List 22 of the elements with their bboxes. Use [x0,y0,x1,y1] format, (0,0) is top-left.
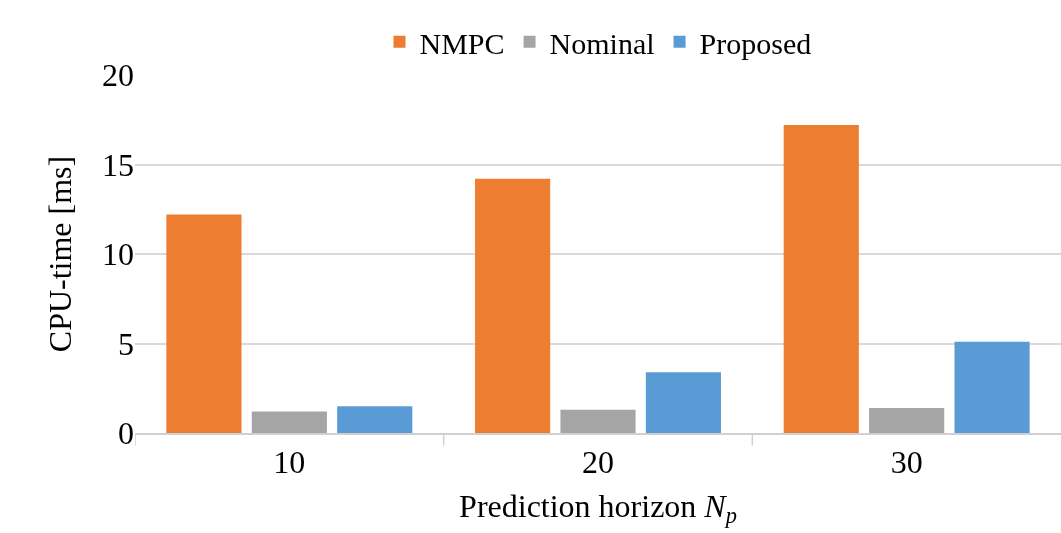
bar [166,214,242,433]
legend-label: Nominal [549,26,655,60]
x-tick-label: 30 [890,444,923,481]
x-axis-title: Prediction horizon N$_{p}$ [459,487,737,529]
bar [869,407,945,433]
y-tick-label: 20 [102,57,134,94]
bar [783,125,859,433]
y-tick-label: 15 [102,146,134,183]
bar [251,411,327,433]
y-tick-label: 5 [118,325,134,362]
bar [954,341,1030,433]
bar [645,372,721,433]
bar [560,409,636,433]
legend-label: Proposed [699,26,812,60]
x-tick-label: 20 [582,444,614,481]
bar [475,178,551,433]
y-tick-label: 10 [102,236,134,273]
legend-label: NMPC [419,26,505,60]
y-tick-label: 0 [118,415,134,452]
bar [337,406,413,433]
x-tick-label: 10 [273,444,306,481]
y-axis-title: CPU-time [ms] [42,155,79,353]
